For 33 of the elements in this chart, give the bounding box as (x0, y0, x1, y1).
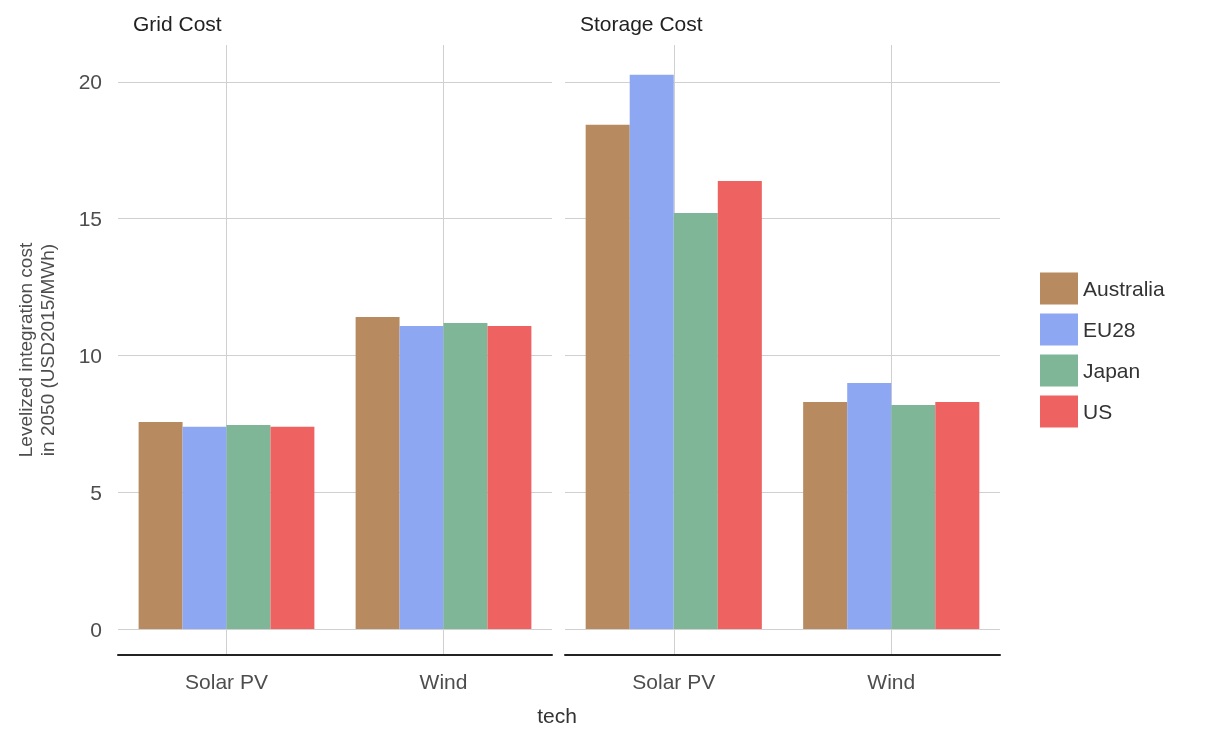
y-tick-label: 10 (78, 343, 102, 367)
bar (935, 401, 980, 630)
bar (585, 124, 630, 630)
legend-label: Japan (1083, 359, 1141, 382)
x-tick-label: Wind (419, 670, 468, 693)
y-tick-label: 15 (78, 207, 102, 231)
y-tick-label: 20 (78, 70, 102, 94)
bar (270, 426, 315, 630)
y-tick-label: 0 (90, 617, 102, 641)
x-tick-label: Solar PV (185, 670, 268, 693)
bar (182, 426, 227, 630)
bar (138, 421, 183, 630)
x-tick-label: Solar PV (632, 670, 716, 693)
bar (847, 383, 892, 630)
chart-title: Grid Cost (133, 12, 222, 35)
x-axis-title: tech (536, 704, 578, 728)
legend-label: US (1083, 400, 1113, 423)
x-tick-label: Wind (867, 670, 916, 693)
bar (226, 424, 271, 630)
bar (487, 325, 532, 630)
y-axis-title: Levelized integration cost in 2050 (USD2015/MWh) (14, 242, 58, 458)
bar (629, 74, 674, 630)
y-tick-label: 5 (90, 480, 102, 504)
bar (717, 180, 762, 630)
chart-title: Storage Cost (580, 12, 703, 35)
legend-label: EU28 (1083, 318, 1136, 341)
legend-label: Australia (1083, 277, 1166, 300)
bar (891, 404, 936, 630)
bar (803, 401, 848, 630)
bar (399, 325, 444, 630)
bar (673, 212, 718, 630)
bar (443, 322, 488, 630)
bar (355, 316, 400, 630)
